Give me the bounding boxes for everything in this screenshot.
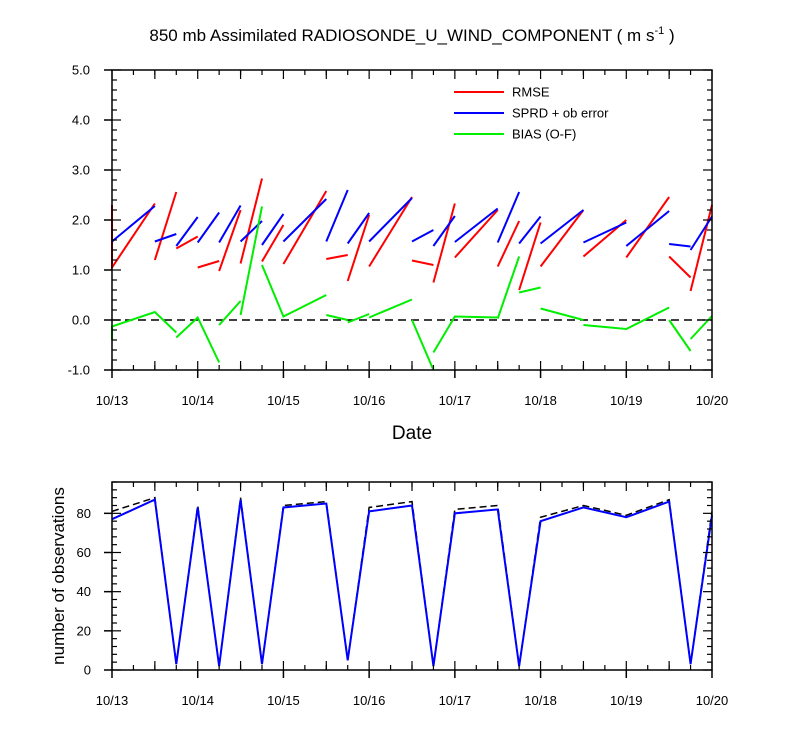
series-0-segment-14 bbox=[496, 220, 521, 267]
series-1-segment-9 bbox=[346, 212, 370, 245]
series-0-segment-7 bbox=[282, 190, 328, 265]
series-2-segment-1 bbox=[175, 315, 221, 363]
series-0-segment-19 bbox=[668, 255, 692, 279]
y-tick-label: 40 bbox=[77, 584, 91, 599]
series-1-segment-7 bbox=[282, 198, 327, 243]
series-0-segment-3 bbox=[197, 260, 220, 269]
x-tick-label: 10/18 bbox=[524, 393, 557, 408]
y-tick-label: -1.0 bbox=[68, 363, 90, 378]
x-axis-label: Date bbox=[392, 423, 432, 444]
series-0-segment-1 bbox=[153, 191, 178, 261]
series-2-segment-3 bbox=[239, 206, 263, 316]
series-2-segment-14 bbox=[668, 319, 692, 352]
series-1-segment-16 bbox=[539, 209, 585, 245]
y-tick-label: 0 bbox=[84, 663, 91, 678]
series-1-segment-8 bbox=[325, 189, 349, 242]
series-0-segment-13 bbox=[454, 209, 499, 259]
series-0-segment-20 bbox=[689, 204, 713, 292]
series-1-segment-18 bbox=[625, 210, 670, 247]
series-2-segment-2 bbox=[218, 300, 242, 326]
x-tick-label: 10/19 bbox=[610, 693, 643, 708]
y-tick-label: 0.0 bbox=[72, 313, 90, 328]
x-tick-label: 10/14 bbox=[181, 393, 214, 408]
x-tick-label: 10/15 bbox=[267, 693, 300, 708]
x-tick-label: 10/13 bbox=[96, 393, 129, 408]
series-0-segment-8 bbox=[326, 254, 348, 260]
x-tick-label: 10/13 bbox=[96, 693, 129, 708]
series-0-segment-6 bbox=[261, 224, 285, 263]
series-2-segment-7 bbox=[368, 298, 413, 319]
x-tick-label: 10/16 bbox=[353, 393, 386, 408]
bottom-panel: 10/13 10/14 10/15 10/16 10/17 10/18 10/19 10/20… bbox=[49, 481, 729, 708]
chart-title-superscript: -1 bbox=[654, 25, 664, 37]
y-tick-label: 2.0 bbox=[72, 213, 90, 228]
x-tick-label: 10/15 bbox=[267, 393, 300, 408]
x-tick-label: 10/14 bbox=[181, 693, 214, 708]
x-tick-label: 10/17 bbox=[439, 393, 472, 408]
legend-label: RMSE bbox=[512, 85, 550, 100]
series-1-segment-19 bbox=[669, 243, 691, 248]
series-0-segment-9 bbox=[346, 214, 371, 282]
x-tick-label: 10/20 bbox=[696, 393, 729, 408]
series-1-segment-3 bbox=[196, 211, 220, 244]
series-1-segment-1 bbox=[154, 233, 177, 243]
series-0-segment-16 bbox=[539, 209, 585, 268]
series-0-segment-5 bbox=[239, 178, 263, 264]
y-tick-label: 80 bbox=[77, 506, 91, 521]
series-1-segment-17 bbox=[583, 221, 627, 244]
legend-label: SPRD + ob error bbox=[512, 106, 609, 121]
series-2-segment-8 bbox=[411, 319, 435, 371]
legend-label: BIAS (O-F) bbox=[512, 127, 576, 142]
series-2-segment-6 bbox=[347, 313, 370, 324]
series-2-segment-5 bbox=[326, 314, 348, 321]
x-tick-label: 10/16 bbox=[353, 693, 386, 708]
y-tick-label: 60 bbox=[77, 545, 91, 560]
series-1-segment-15 bbox=[518, 215, 542, 245]
series-0-segment-4 bbox=[218, 209, 242, 272]
chart-title-main: 850 mb Assimilated RADIOSONDE_U_WIND_COM… bbox=[149, 26, 654, 45]
series-1-segment-20 bbox=[689, 215, 713, 251]
legend: RMSE SPRD + ob error BIAS (O-F) bbox=[454, 85, 609, 142]
series-2-segment-13 bbox=[583, 306, 670, 331]
series-2-segment-10 bbox=[496, 256, 521, 319]
series-1-segment-11 bbox=[411, 229, 434, 243]
series-1-segment-4 bbox=[218, 204, 242, 244]
series-0-segment-11 bbox=[411, 259, 434, 266]
x-tick-label: 10/18 bbox=[524, 693, 557, 708]
chart-title: 850 mb Assimilated RADIOSONDE_U_WIND_COM… bbox=[149, 25, 674, 45]
series-0-segment-2 bbox=[175, 235, 199, 250]
series-2-segment-11 bbox=[518, 286, 541, 294]
y-axis-label: number of observations bbox=[49, 487, 68, 665]
x-tick-label: 10/17 bbox=[439, 693, 472, 708]
series-2-segment-9 bbox=[432, 315, 498, 354]
series-1-segment-2 bbox=[175, 216, 199, 247]
series-2-segment-12 bbox=[540, 307, 584, 321]
series-1-segment-13 bbox=[454, 207, 499, 243]
x-tick-label: 10/20 bbox=[696, 693, 729, 708]
series-1-segment-12 bbox=[432, 215, 456, 247]
top-panel: 10/13 10/14 10/15 10/16 10/17 10/18 10/19 10/20… bbox=[68, 63, 729, 445]
series-1-segment-14 bbox=[496, 191, 521, 243]
series-2-segment-0 bbox=[111, 310, 177, 340]
series-0-segment-15 bbox=[518, 222, 542, 291]
y-tick-label: 4.0 bbox=[72, 113, 90, 128]
y-tick-label: 20 bbox=[77, 623, 91, 638]
series-0-segment-12 bbox=[432, 203, 456, 283]
series-1-segment-0 bbox=[111, 205, 156, 243]
series-1-segment-6 bbox=[261, 213, 285, 246]
series-line-possible bbox=[111, 496, 713, 667]
chart-title-close: ) bbox=[664, 26, 674, 45]
y-tick-label: 5.0 bbox=[72, 63, 90, 78]
y-tick-label: 3.0 bbox=[72, 163, 90, 178]
series-2-segment-4 bbox=[261, 264, 327, 318]
y-tick-label: 1.0 bbox=[72, 263, 90, 278]
series-1-segment-10 bbox=[368, 197, 413, 243]
series-0-segment-10 bbox=[368, 196, 413, 268]
x-tick-label: 10/19 bbox=[610, 393, 643, 408]
series-line-used bbox=[111, 498, 713, 667]
